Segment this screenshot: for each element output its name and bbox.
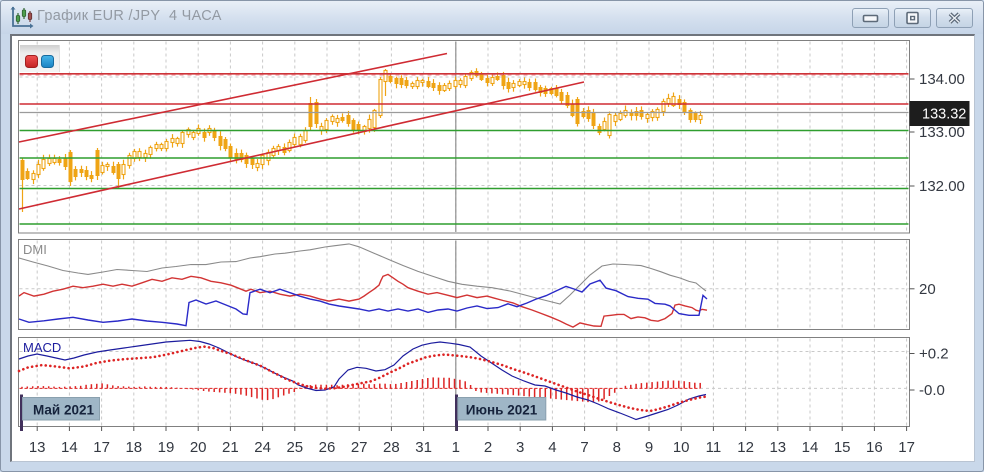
svg-text:132.00: 132.00 — [919, 178, 965, 195]
svg-text:133.00: 133.00 — [919, 124, 965, 141]
svg-text:9: 9 — [645, 439, 653, 456]
svg-text:20: 20 — [919, 281, 936, 298]
svg-text:20: 20 — [190, 439, 207, 456]
svg-text:13: 13 — [29, 439, 46, 456]
svg-text:21: 21 — [222, 439, 239, 456]
svg-text:Июнь 2021: Июнь 2021 — [466, 403, 538, 418]
svg-text:28: 28 — [383, 439, 400, 456]
svg-text:14: 14 — [61, 439, 78, 456]
svg-text:12: 12 — [737, 439, 754, 456]
svg-text:1: 1 — [452, 439, 460, 456]
svg-text:24: 24 — [254, 439, 271, 456]
svg-text:16: 16 — [866, 439, 883, 456]
svg-text:134.00: 134.00 — [919, 71, 965, 88]
svg-text:17: 17 — [898, 439, 915, 456]
svg-text:14: 14 — [802, 439, 819, 456]
svg-text:Май 2021: Май 2021 — [33, 403, 94, 418]
svg-text:DMI: DMI — [23, 242, 47, 257]
svg-text:3: 3 — [516, 439, 524, 456]
svg-text:8: 8 — [613, 439, 621, 456]
svg-text:133.32: 133.32 — [922, 107, 966, 123]
svg-text:31: 31 — [415, 439, 432, 456]
svg-text:17: 17 — [93, 439, 110, 456]
svg-text:27: 27 — [351, 439, 368, 456]
svg-text:-0.0: -0.0 — [919, 382, 945, 399]
svg-text:7: 7 — [580, 439, 588, 456]
svg-text:MACD: MACD — [23, 340, 61, 355]
svg-text:4: 4 — [548, 439, 556, 456]
svg-text:13: 13 — [769, 439, 786, 456]
svg-text:18: 18 — [125, 439, 142, 456]
svg-text:25: 25 — [286, 439, 303, 456]
svg-text:15: 15 — [834, 439, 851, 456]
svg-text:26: 26 — [319, 439, 336, 456]
svg-text:10: 10 — [673, 439, 690, 456]
svg-text:11: 11 — [706, 439, 722, 456]
svg-text:19: 19 — [158, 439, 175, 456]
svg-text:2: 2 — [484, 439, 492, 456]
svg-text:+0.2: +0.2 — [919, 346, 949, 363]
